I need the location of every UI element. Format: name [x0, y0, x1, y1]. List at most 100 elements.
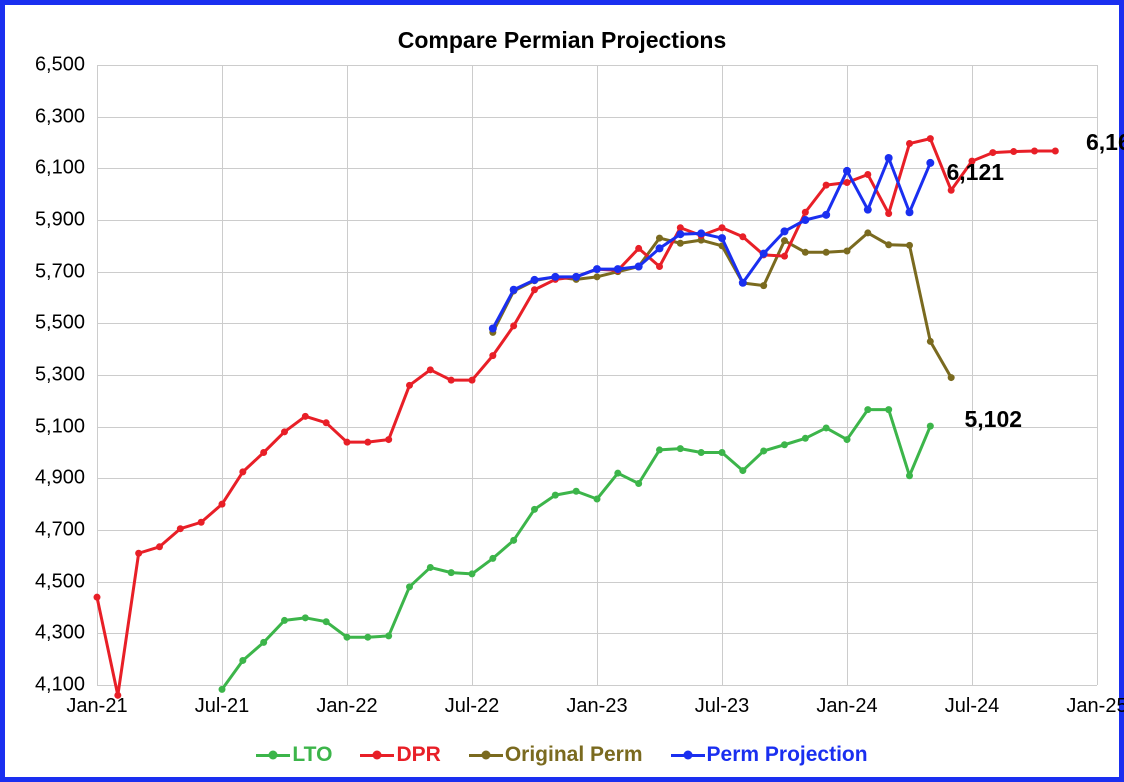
marker-original_perm [635, 263, 642, 270]
marker-lto [239, 657, 246, 664]
marker-lto [219, 686, 226, 693]
grid-line-vertical [347, 65, 348, 685]
marker-dpr [427, 366, 434, 373]
marker-dpr [448, 377, 455, 384]
marker-dpr [781, 253, 788, 260]
marker-lto [281, 617, 288, 624]
y-axis-tick-label: 4,300 [5, 622, 85, 645]
grid-line-vertical [472, 65, 473, 685]
marker-lto [510, 537, 517, 544]
marker-dpr [385, 436, 392, 443]
legend-label: Perm Projection [707, 743, 868, 767]
y-axis-tick-label: 6,300 [5, 105, 85, 128]
marker-lto [760, 447, 767, 454]
marker-perm_projection [697, 229, 705, 237]
grid-line-horizontal [97, 685, 1097, 686]
marker-lto [698, 449, 705, 456]
marker-dpr [281, 428, 288, 435]
marker-dpr [927, 135, 934, 142]
marker-dpr [1052, 148, 1059, 155]
marker-perm_projection [635, 263, 643, 271]
legend: LTODPROriginal PermPerm Projection [5, 743, 1119, 767]
marker-dpr [864, 171, 871, 178]
x-axis-tick-label: Jan-22 [316, 695, 377, 718]
marker-lto [323, 618, 330, 625]
marker-perm_projection [551, 273, 559, 281]
marker-dpr [989, 149, 996, 156]
marker-dpr [823, 182, 830, 189]
marker-perm_projection [572, 273, 580, 281]
marker-lto [781, 441, 788, 448]
legend-label: DPR [396, 743, 440, 767]
legend-item-dpr: DPR [360, 743, 440, 767]
marker-original_perm [760, 282, 767, 289]
marker-original_perm [677, 240, 684, 247]
marker-lto [552, 492, 559, 499]
marker-lto [864, 406, 871, 413]
marker-perm_projection [489, 325, 497, 333]
marker-lto [677, 445, 684, 452]
y-axis-tick-label: 4,100 [5, 674, 85, 697]
marker-original_perm [489, 329, 496, 336]
marker-original_perm [698, 237, 705, 244]
marker-lto [406, 583, 413, 590]
marker-dpr [364, 439, 371, 446]
legend-item-lto: LTO [256, 743, 332, 767]
marker-original_perm [802, 249, 809, 256]
marker-perm_projection [531, 276, 539, 284]
marker-dpr [802, 209, 809, 216]
y-axis-tick-label: 5,100 [5, 415, 85, 438]
marker-perm_projection [760, 250, 768, 258]
marker-dpr [677, 224, 684, 231]
marker-perm_projection [926, 159, 934, 167]
marker-original_perm [552, 273, 559, 280]
x-axis-tick-label: Jan-25 [1066, 695, 1124, 718]
marker-original_perm [781, 237, 788, 244]
x-axis-tick-label: Jan-23 [566, 695, 627, 718]
marker-dpr [760, 251, 767, 258]
x-axis-tick-label: Jul-22 [445, 695, 499, 718]
marker-dpr [1031, 148, 1038, 155]
marker-perm_projection [656, 244, 664, 252]
marker-perm_projection [676, 230, 684, 238]
y-axis-tick-label: 5,700 [5, 260, 85, 283]
grid-line-vertical [1097, 65, 1098, 685]
marker-dpr [906, 140, 913, 147]
y-axis-tick-label: 4,700 [5, 519, 85, 542]
marker-lto [635, 480, 642, 487]
marker-perm_projection [864, 206, 872, 214]
marker-dpr [552, 276, 559, 283]
plot-area [97, 65, 1097, 685]
marker-lto [260, 639, 267, 646]
marker-lto [802, 435, 809, 442]
marker-perm_projection [906, 208, 914, 216]
marker-lto [739, 467, 746, 474]
marker-lto [656, 446, 663, 453]
marker-original_perm [823, 249, 830, 256]
legend-swatch-perm_projection [671, 748, 705, 762]
x-axis-tick-label: Jan-21 [66, 695, 127, 718]
marker-dpr [739, 233, 746, 240]
marker-dpr [260, 449, 267, 456]
marker-dpr [323, 419, 330, 426]
marker-original_perm [927, 338, 934, 345]
marker-lto [614, 470, 621, 477]
grid-line-vertical [597, 65, 598, 685]
marker-perm_projection [822, 211, 830, 219]
marker-lto [427, 564, 434, 571]
marker-dpr [573, 273, 580, 280]
grid-line-vertical [972, 65, 973, 685]
marker-dpr [885, 210, 892, 217]
x-axis-tick-label: Jul-21 [195, 695, 249, 718]
marker-perm_projection [739, 279, 747, 287]
marker-perm_projection [510, 286, 518, 294]
grid-line-vertical [97, 65, 98, 685]
marker-lto [531, 506, 538, 513]
marker-dpr [406, 382, 413, 389]
marker-dpr [948, 187, 955, 194]
data-label: 5,102 [965, 406, 1023, 433]
marker-lto [364, 634, 371, 641]
chart-frame: Compare Permian Projections LTODPROrigin… [0, 0, 1124, 782]
marker-dpr [635, 245, 642, 252]
marker-original_perm [885, 241, 892, 248]
